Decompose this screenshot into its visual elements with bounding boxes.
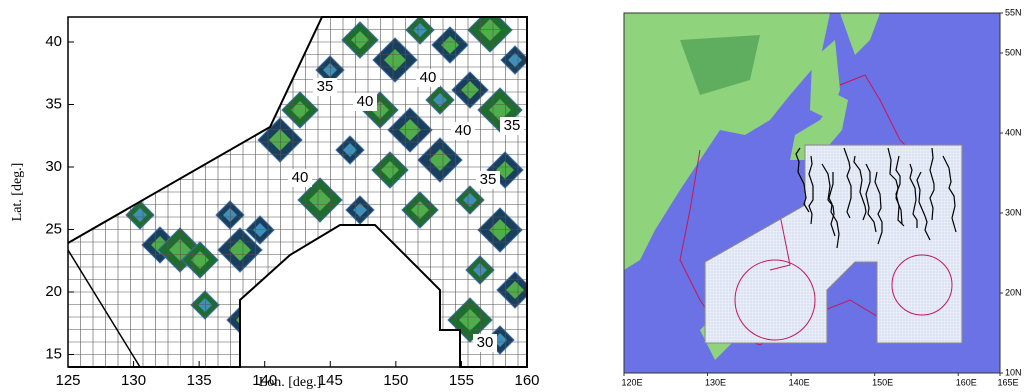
- contour-label: 35: [317, 78, 334, 95]
- y-tick-label: 30N: [1005, 207, 1022, 217]
- x-tick-label: 120E: [621, 377, 642, 387]
- y-tick-label: 35: [45, 95, 62, 112]
- y-axis-label: Lat. [deg.]: [10, 163, 25, 222]
- y-tick-label: 10N: [1005, 367, 1022, 377]
- x-tick-label: 160: [514, 372, 539, 389]
- x-tick-label: 125: [55, 372, 80, 389]
- y-tick-label: 20: [45, 283, 62, 300]
- y-tick-label: 20N: [1005, 287, 1022, 297]
- x-axis-label: Lon. [deg.]: [259, 375, 322, 390]
- contour-label: 40: [420, 69, 437, 86]
- contour-label: 40: [455, 122, 472, 139]
- x-tick-label: 135: [187, 372, 212, 389]
- figure: 1251301351401451501551601520253035403540…: [0, 0, 1026, 392]
- contour-label: 35: [504, 117, 521, 134]
- x-tick-label: 165E: [997, 377, 1018, 387]
- contour-label: 40: [357, 93, 374, 110]
- y-tick-label: 30: [45, 158, 62, 175]
- x-tick-label: 155: [449, 372, 474, 389]
- x-tick-label: 130E: [705, 377, 726, 387]
- y-tick-label: 25: [45, 220, 62, 237]
- y-tick-label: 15: [45, 345, 62, 362]
- y-tick-label: 55N: [1005, 7, 1022, 17]
- x-tick-label: 145: [318, 372, 343, 389]
- y-tick-label: 40N: [1005, 127, 1022, 137]
- contour-label: 40: [292, 169, 309, 186]
- x-tick-label: 150: [383, 372, 408, 389]
- contour-label: 35: [480, 171, 497, 188]
- y-tick-label: 40: [45, 33, 62, 50]
- x-tick-label: 150E: [872, 377, 893, 387]
- contour-label: 30: [477, 334, 494, 351]
- x-tick-label: 160E: [956, 377, 977, 387]
- map-area: [624, 13, 1000, 373]
- y-tick-label: 50N: [1005, 47, 1022, 57]
- x-tick-label: 140E: [789, 377, 810, 387]
- x-tick-label: 130: [121, 372, 146, 389]
